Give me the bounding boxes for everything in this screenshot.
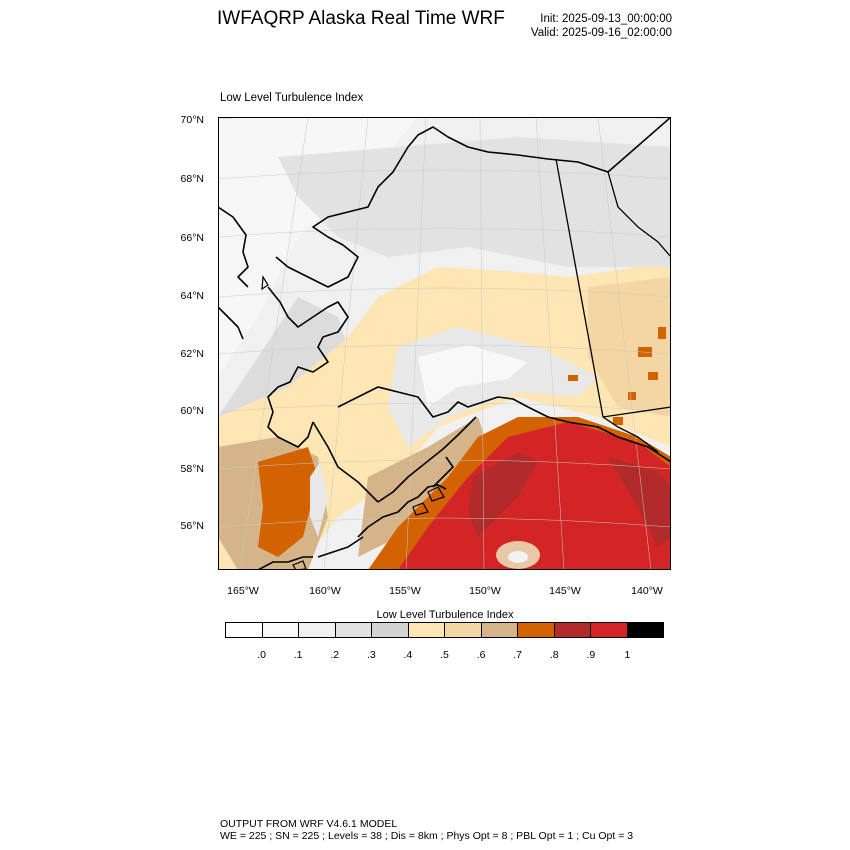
colorbar-swatch-2 — [299, 623, 336, 637]
field-tan-peninsula — [358, 417, 488, 557]
colorbar-swatch-10 — [591, 623, 628, 637]
colorbar-label: .4 — [403, 649, 413, 661]
colorbar — [225, 622, 664, 638]
lat-label-68: 68°N — [180, 173, 204, 185]
field-tan-east — [588, 277, 671, 417]
map-canvas — [218, 117, 671, 570]
colorbar-label: .3 — [366, 649, 376, 661]
colorbar-label: .6 — [476, 649, 486, 661]
lon-label-155: 155°W — [389, 585, 421, 597]
valid-time: Valid: 2025-09-16_02:00:00 — [530, 27, 672, 39]
colorbar-label: .0 — [257, 649, 266, 661]
colorbar-label: .8 — [549, 649, 559, 661]
colorbar-swatch-5 — [408, 623, 445, 637]
map-frame — [218, 117, 671, 570]
borders — [555, 158, 671, 453]
lon-label-150: 150°W — [469, 585, 501, 597]
colorbar-label: .1 — [293, 649, 303, 661]
colorbar-label: .7 — [513, 649, 523, 661]
lon-label-140: 140°W — [631, 585, 663, 597]
coastlines — [218, 117, 671, 570]
lat-label-56: 56°N — [180, 520, 204, 532]
field-light-nw — [218, 117, 418, 377]
field-darkred-east — [608, 457, 671, 547]
turbulence-map — [218, 117, 671, 570]
colorbar-title: Low Level Turbulence Index — [376, 609, 514, 621]
colorbar-swatch-8 — [518, 623, 555, 637]
colorbar-swatch-1 — [262, 623, 299, 637]
colorbar-swatch-7 — [481, 623, 518, 637]
colorbar-swatch-9 — [554, 623, 591, 637]
lat-label-58: 58°N — [180, 463, 204, 475]
colorbar-label: .9 — [586, 649, 596, 661]
lat-label-70: 70°N — [180, 114, 204, 126]
colorbar-swatch-6 — [445, 623, 482, 637]
colorbar-label: .5 — [440, 649, 449, 661]
lon-label-160: 160°W — [309, 585, 341, 597]
colorbar-swatch-11 — [627, 623, 663, 637]
lat-label-60: 60°N — [180, 405, 204, 417]
panel-title: Low Level Turbulence Index — [220, 92, 364, 104]
init-time: Init: 2025-09-13_00:00:00 — [540, 13, 672, 25]
field-gray-interior — [278, 137, 671, 267]
lat-label-66: 66°N — [180, 232, 204, 244]
graticule — [218, 117, 671, 570]
field-white-plume — [418, 345, 528, 407]
colorbar-swatch-3 — [335, 623, 372, 637]
colorbar-swatch-0 — [226, 623, 263, 637]
lon-label-145: 145°W — [549, 585, 581, 597]
lat-label-62: 62°N — [180, 348, 204, 360]
field-light-streak — [310, 462, 328, 537]
figure-title: IWFAQRP Alaska Real Time WRF — [217, 8, 505, 29]
field-dark-orange-west — [258, 447, 318, 557]
colorbar-label: 1 — [624, 649, 631, 661]
lat-label-64: 64°N — [180, 290, 204, 302]
colorbar-label: .2 — [330, 649, 340, 661]
field-red-core — [398, 422, 671, 570]
colorbar-swatch-4 — [372, 623, 409, 637]
footer-model: OUTPUT FROM WRF V4.6.1 MODEL — [220, 818, 398, 830]
field-darkred-swirl — [468, 452, 538, 537]
field-eddy-center — [508, 551, 528, 563]
lon-label-165: 165°W — [227, 585, 259, 597]
footer-params: WE = 225 ; SN = 225 ; Levels = 38 ; Dis … — [220, 830, 634, 842]
